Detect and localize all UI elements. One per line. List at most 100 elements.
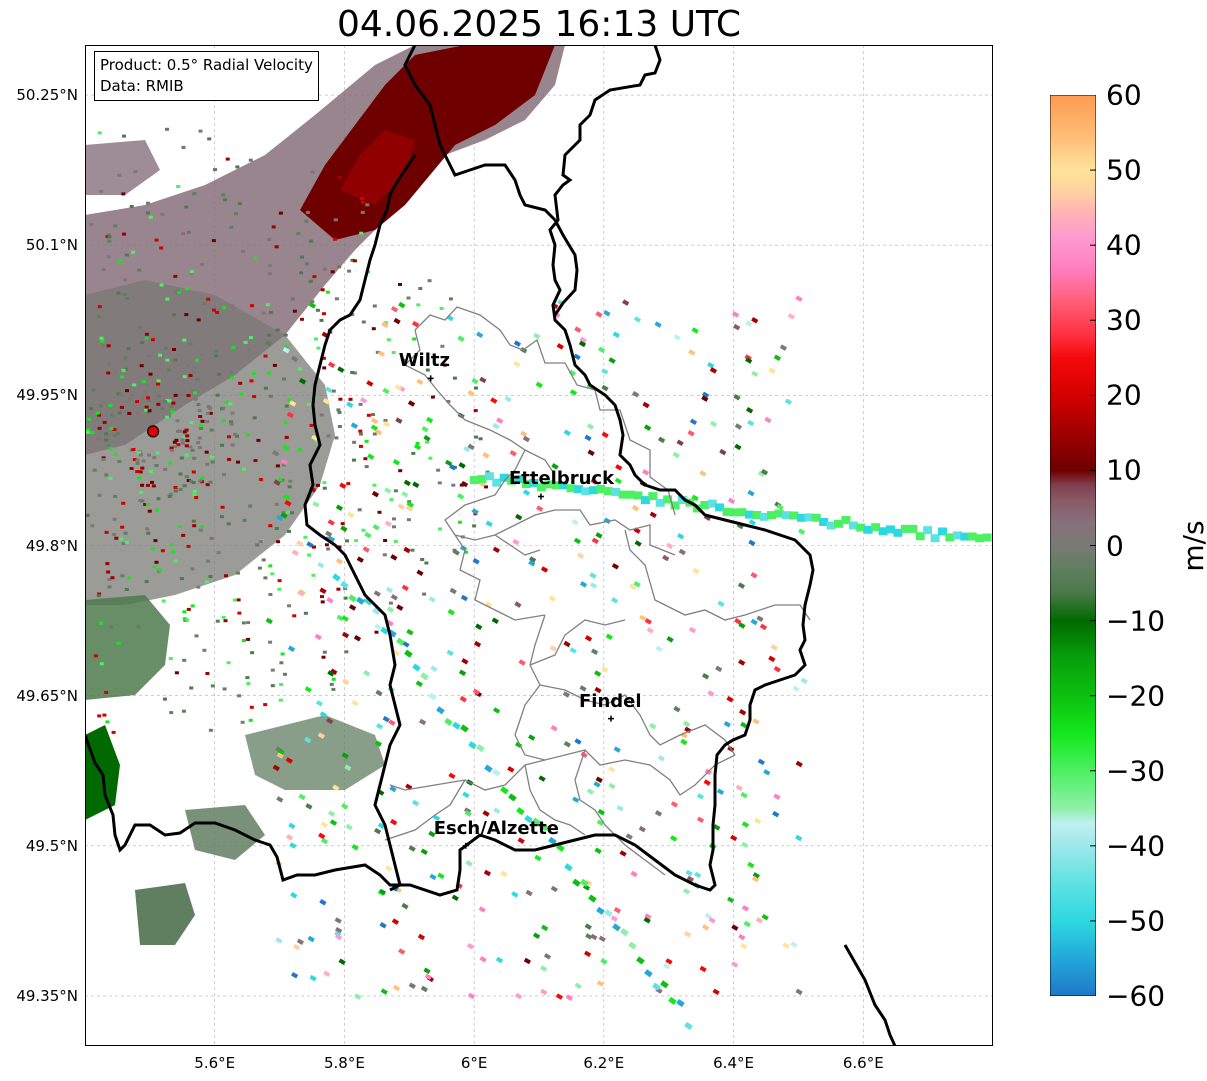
echo-pixel — [759, 512, 769, 521]
echo-pixel — [222, 306, 227, 310]
echo-pixel — [317, 561, 325, 569]
echo-pixel — [337, 265, 342, 269]
echo-pixel — [131, 448, 136, 451]
echo-pixel — [579, 581, 588, 588]
echo-pixel — [603, 310, 611, 317]
echo-pixel — [165, 358, 170, 362]
echo-pixel — [101, 456, 106, 460]
echo-pixel — [181, 709, 186, 713]
echo-pixel — [284, 435, 289, 439]
echo-pixel — [569, 647, 577, 654]
echo-pixel — [731, 961, 739, 968]
echo-pixel — [160, 549, 165, 553]
echo-pixel — [198, 528, 203, 532]
echo-pixel — [479, 376, 487, 384]
echo-pixel — [89, 407, 94, 411]
echo-pixel — [212, 308, 216, 312]
echo-pixel — [315, 308, 320, 312]
echo-pixel — [287, 485, 292, 489]
echo-pixel — [550, 885, 558, 893]
echo-pixel — [468, 741, 477, 750]
lat-tick-label: 49.95°N — [16, 386, 78, 405]
echo-pixel — [596, 485, 606, 493]
echo-pixel — [185, 618, 190, 622]
echo-pixel — [315, 483, 320, 487]
echo-pixel — [180, 438, 185, 442]
echo-pixel — [146, 211, 150, 215]
echo-pixel — [848, 521, 858, 530]
echo-pixel — [241, 249, 245, 253]
echo-pixel — [601, 666, 609, 673]
echo-pixel — [104, 690, 109, 694]
echo-pixel — [726, 695, 734, 703]
echo-pixel — [140, 341, 145, 344]
echo-pixel — [246, 682, 251, 685]
echo-pixel — [129, 393, 134, 397]
echo-pixel — [267, 264, 272, 268]
echo-pixel — [708, 917, 716, 924]
echo-pixel — [241, 621, 246, 625]
echo-pixel — [670, 501, 680, 510]
echo-pixel — [700, 501, 710, 509]
echo-pixel — [335, 504, 344, 511]
echo-pixel — [256, 438, 261, 442]
echo-pixel — [424, 973, 432, 980]
echo-pixel — [167, 399, 172, 403]
echo-pixel — [335, 558, 344, 565]
echo-pixel — [221, 406, 225, 410]
echo-pixel — [147, 509, 152, 513]
echo-pixel — [98, 404, 103, 408]
echo-pixel — [289, 842, 297, 849]
echo-pixel — [283, 672, 287, 676]
echo-pixel — [238, 381, 243, 385]
echo-pixel — [644, 913, 652, 920]
echo-pixel — [392, 984, 401, 992]
echo-pixel — [456, 493, 465, 500]
echo-pixel — [337, 411, 342, 414]
echo-pixel — [945, 533, 955, 542]
echo-pixel — [485, 601, 493, 608]
echo-pixel — [428, 692, 437, 701]
echo-pixel — [574, 982, 582, 990]
echo-pixel — [306, 402, 311, 406]
echo-pixel — [225, 157, 230, 161]
echo-pixel — [287, 604, 292, 608]
echo-pixel — [388, 601, 393, 605]
lat-tick-label: 50.25°N — [16, 86, 78, 105]
echo-pixel — [915, 532, 925, 541]
colorbar-tick-label: 40 — [1106, 228, 1142, 262]
echo-pixel — [95, 411, 100, 415]
echo-pixel — [668, 996, 677, 1005]
echo-pixel — [559, 481, 569, 490]
echo-pixel — [99, 189, 104, 193]
echo-pixel — [657, 436, 666, 444]
echo-pixel — [491, 617, 499, 624]
echo-pixel — [168, 492, 173, 496]
echo-pixel — [221, 615, 226, 619]
echo-pixel — [401, 491, 409, 498]
echo-pixel — [392, 649, 401, 657]
echo-pixel — [382, 715, 390, 723]
echo-pixel — [249, 336, 253, 340]
echo-pixel — [305, 262, 309, 266]
echo-pixel — [250, 304, 254, 308]
echo-pixel — [154, 238, 159, 242]
echo-pixel — [420, 672, 429, 681]
echo-pixel — [137, 325, 142, 329]
echo-pixel — [143, 503, 148, 506]
echo-pixel — [509, 450, 517, 457]
echo-pixel — [278, 211, 283, 215]
echo-pixel — [129, 467, 134, 470]
echo-pixel — [768, 367, 776, 374]
echo-pixel — [464, 550, 468, 554]
echo-pixel — [208, 728, 213, 732]
echo-pixel — [232, 598, 237, 602]
echo-pixel — [173, 358, 178, 362]
echo-pixel — [111, 730, 116, 734]
echo-pixel — [173, 274, 178, 278]
echo-pixel — [773, 793, 781, 800]
echo-pixel — [393, 539, 398, 543]
echo-pixel — [277, 748, 285, 755]
echo-pixel — [337, 545, 342, 549]
echo-pixel — [590, 478, 598, 485]
